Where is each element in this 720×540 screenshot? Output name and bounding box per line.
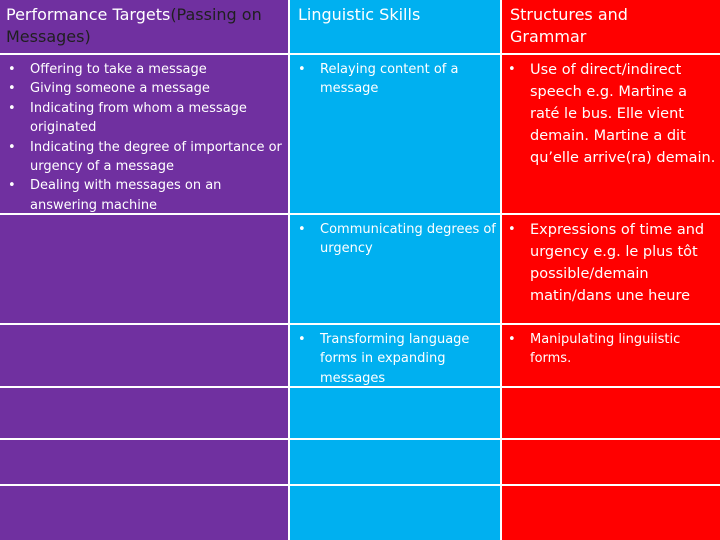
header-structures-grammar: Structures and Grammar bbox=[510, 4, 715, 48]
header-performance-targets-line2: Messages) bbox=[6, 27, 91, 46]
skill-cell: Communicating degrees of urgency bbox=[296, 220, 496, 259]
performance-targets-list: Offering to take a message Giving someon… bbox=[6, 60, 284, 215]
list-item: Use of direct/indirect speech e.g. Marti… bbox=[506, 59, 718, 169]
list-item: Communicating degrees of urgency bbox=[296, 220, 496, 259]
header-performance-targets-paren: (Passing on bbox=[170, 5, 262, 24]
row-divider bbox=[0, 438, 720, 440]
list-item: Expressions of time and urgency e.g. le … bbox=[506, 219, 712, 307]
list-item: Giving someone a message bbox=[6, 79, 284, 99]
row-divider bbox=[0, 213, 720, 215]
header-performance-targets: Performance Targets(Passing on Messages) bbox=[6, 4, 286, 48]
header-performance-targets-main: Performance Targets bbox=[6, 5, 171, 24]
grammar-cell: Expressions of time and urgency e.g. le … bbox=[506, 219, 712, 307]
list-item: Transforming language forms in expanding… bbox=[296, 330, 476, 388]
grammar-cell: Manipulating linguiistic forms. bbox=[506, 330, 702, 369]
list-item: Manipulating linguiistic forms. bbox=[506, 330, 702, 369]
row-divider bbox=[0, 53, 720, 55]
list-item: Indicating from whom a message originate… bbox=[6, 99, 284, 138]
list-item: Offering to take a message bbox=[6, 60, 284, 80]
row-divider bbox=[0, 484, 720, 486]
skill-cell: Relaying content of a message bbox=[296, 60, 492, 99]
header-linguistic-skills: Linguistic Skills bbox=[298, 5, 421, 24]
header-structures-grammar-line1: Structures and bbox=[510, 5, 628, 24]
row-divider bbox=[0, 323, 720, 325]
grammar-cell: Use of direct/indirect speech e.g. Marti… bbox=[506, 59, 718, 169]
list-item: Relaying content of a message bbox=[296, 60, 492, 99]
list-item: Dealing with messages on an answering ma… bbox=[6, 176, 284, 215]
list-item: Indicating the degree of importance or u… bbox=[6, 138, 284, 177]
skill-cell: Transforming language forms in expanding… bbox=[296, 330, 476, 388]
header-structures-grammar-line2: Grammar bbox=[510, 27, 587, 46]
